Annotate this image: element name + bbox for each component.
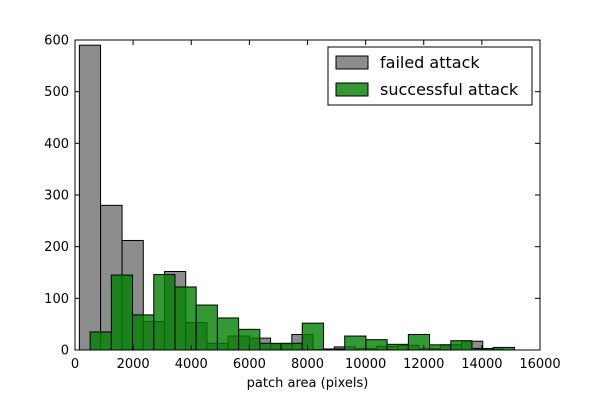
successful-bar-16 [429, 344, 452, 351]
legend-swatch-successful [335, 82, 369, 97]
successful-bar-2 [132, 314, 155, 351]
x-tick-label-0: 0 [71, 357, 79, 372]
successful-bar-13 [365, 339, 388, 351]
successful-attack-bars [89, 274, 515, 351]
successful-bar-4 [174, 286, 197, 351]
y-tick-label-4: 400 [44, 137, 69, 152]
successful-bar-9 [280, 342, 303, 351]
legend-swatch-failed [335, 55, 369, 70]
x-tick-label-5: 10000 [345, 357, 386, 372]
legend-label-failed: failed attack [380, 53, 480, 72]
failed-bar-0 [78, 44, 102, 351]
x-tick-label-6: 12000 [403, 357, 444, 372]
x-tick-label-2: 4000 [175, 357, 208, 372]
y-tick-label-0: 0 [61, 344, 69, 359]
successful-bar-12 [344, 335, 367, 351]
successful-bar-3 [153, 274, 176, 351]
successful-bar-5 [195, 304, 218, 351]
x-tick-label-3: 6000 [233, 357, 266, 372]
x-tick-label-1: 2000 [117, 357, 150, 372]
x-tick-label-7: 14000 [461, 357, 502, 372]
y-tick-label-3: 300 [44, 189, 69, 204]
successful-bar-17 [450, 340, 473, 351]
successful-bar-1 [110, 274, 134, 351]
legend-label-successful: successful attack [380, 80, 519, 99]
y-tick-label-2: 200 [44, 240, 69, 255]
y-tick-label-5: 500 [44, 85, 69, 100]
successful-bar-15 [407, 334, 431, 351]
successful-bar-14 [386, 343, 409, 351]
y-tick-label-6: 600 [44, 34, 69, 49]
y-tick-label-1: 100 [44, 292, 69, 307]
axes: 0 2000 4000 6000 8000 10000 12000 14000 16000 0 10… [44, 34, 561, 373]
x-axis-label: patch area (pixels) [247, 376, 369, 391]
legend: failed attack successful attack [327, 46, 533, 106]
successful-bar-0 [89, 331, 112, 351]
successful-bar-6 [216, 317, 240, 351]
successful-bar-10 [301, 322, 324, 351]
x-tick-label-4: 8000 [291, 357, 324, 372]
x-tick-label-8: 16000 [519, 357, 560, 372]
successful-bar-8 [259, 342, 282, 351]
